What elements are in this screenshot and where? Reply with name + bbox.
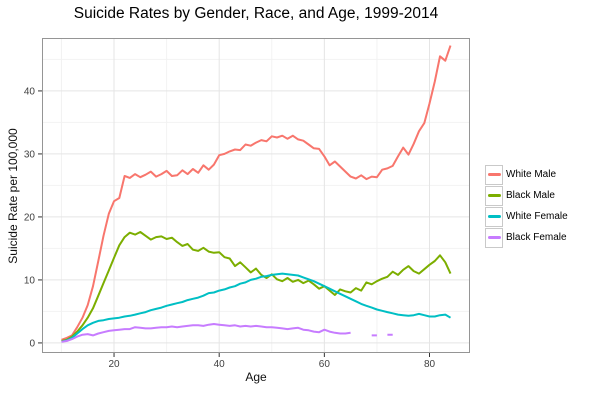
legend-label: White Male xyxy=(506,169,557,180)
legend-item-black-female: Black Female xyxy=(485,227,568,248)
y-axis-label: Suicide Rate per 100,000 xyxy=(6,128,20,264)
legend-key-box xyxy=(485,206,503,227)
legend-key-line-icon xyxy=(487,236,501,239)
x-axis-label: Age xyxy=(245,370,267,384)
tick-labels: 20 40 60 80 0 10 20 30 40 xyxy=(24,86,436,370)
x-tick-label-20: 20 xyxy=(108,359,120,370)
series-line-black-female xyxy=(61,323,393,343)
legend-label: Black Male xyxy=(506,190,555,201)
legend-key-box xyxy=(485,185,503,206)
legend-item-white-female: White Female xyxy=(485,206,568,227)
series-lines xyxy=(61,45,452,343)
legend-item-white-male: White Male xyxy=(485,164,568,185)
y-tick-label-30: 30 xyxy=(24,149,36,160)
y-tick-label-20: 20 xyxy=(24,212,36,223)
legend-label: White Female xyxy=(506,211,568,222)
series-line-white-male xyxy=(61,45,452,341)
series-line-black-male xyxy=(61,231,452,342)
y-tick-label-10: 10 xyxy=(24,275,36,286)
x-tick-label-40: 40 xyxy=(214,359,226,370)
x-tick-label-60: 60 xyxy=(319,359,331,370)
y-tick-label-0: 0 xyxy=(29,338,35,349)
x-tick-label-80: 80 xyxy=(424,359,436,370)
legend-item-black-male: Black Male xyxy=(485,185,568,206)
series-line-white-female xyxy=(61,272,452,343)
grid-minor xyxy=(42,38,470,353)
legend-label: Black Female xyxy=(506,232,567,243)
chart-title: Suicide Rates by Gender, Race, and Age, … xyxy=(73,5,439,22)
panel-border-group xyxy=(42,38,470,353)
y-tick-label-40: 40 xyxy=(24,86,36,97)
legend-key-line-icon xyxy=(487,215,501,218)
axis-ticks xyxy=(38,90,431,357)
legend-key-box xyxy=(485,164,503,185)
legend: White Male Black Male White Female Black… xyxy=(485,164,568,248)
legend-key-box xyxy=(485,227,503,248)
legend-key-line-icon xyxy=(487,173,501,176)
grid-major xyxy=(42,38,470,353)
legend-key-line-icon xyxy=(487,194,501,197)
panel-border xyxy=(42,38,470,353)
